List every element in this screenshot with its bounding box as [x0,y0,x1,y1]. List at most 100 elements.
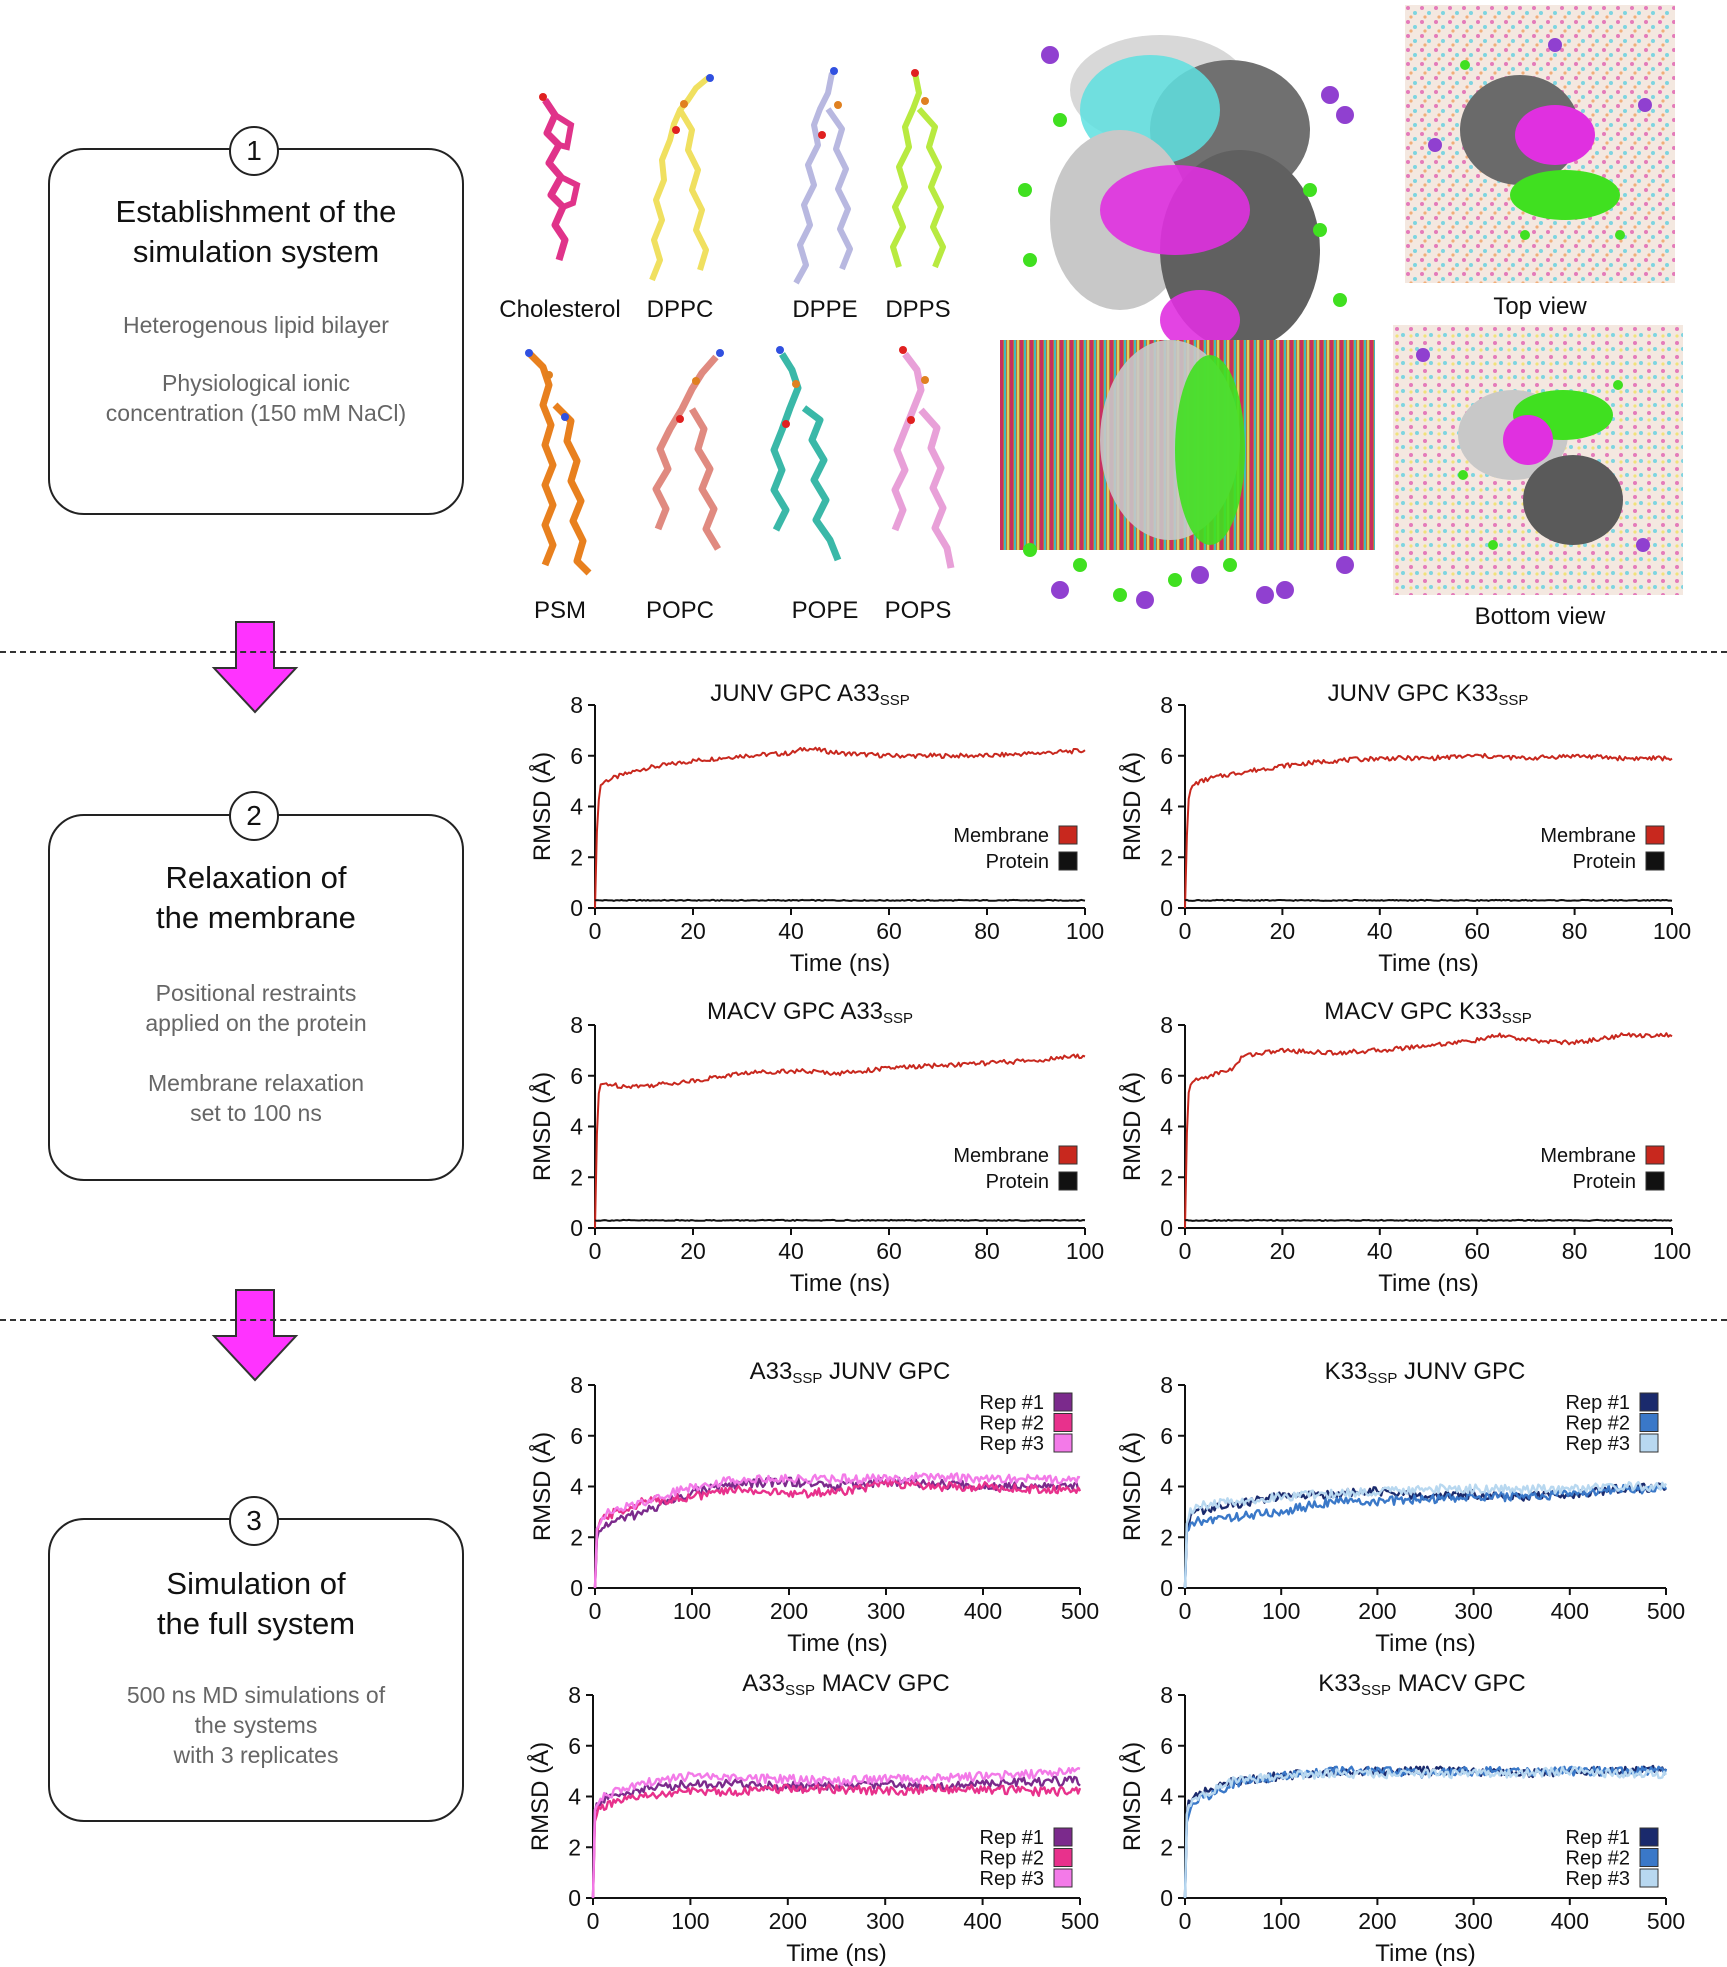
legend-swatch [1058,1171,1078,1191]
x-axis-label: Time (ns) [1378,950,1478,977]
x-axis-label: Time (ns) [790,950,890,977]
step-1-title-line2: simulation system [132,234,380,269]
step-1-desc-line1: Heterogenous lipid bilayer [123,312,389,338]
lipid-pops-structure [891,346,955,569]
step-2-box: Relaxation of the membrane Positional re… [48,814,464,1181]
step-3-title-line1: Simulation of [166,1566,346,1601]
x-tick-label: 200 [1358,1908,1396,1934]
legend-swatch [1053,1848,1073,1867]
x-tick-label: 80 [974,1238,1000,1264]
legend-swatch [1645,825,1665,845]
step-2-desc-line1: Positional restraints [155,980,357,1006]
y-tick-label: 2 [568,1834,581,1860]
legend-label: Rep #1 [980,1827,1045,1849]
series-line-membrane [594,746,1086,909]
x-tick-label: 40 [1367,918,1393,944]
chart-7-title: A33SSP MACV GPC [742,1670,950,1699]
chart-6-title: K33SSP JUNV GPC [1324,1358,1526,1387]
y-tick-label: 2 [570,1524,583,1550]
y-tick-label: 6 [1160,1733,1173,1759]
legend-swatch [1053,1392,1073,1412]
y-tick-label: 2 [570,1164,583,1190]
legend-label: Membrane [1540,825,1636,847]
lipid-psm-structure [525,349,592,576]
down-arrow-icon [211,1289,299,1382]
y-tick-label: 4 [568,1784,581,1810]
x-tick-label: 200 [1358,1598,1396,1624]
x-tick-label: 40 [1367,1238,1393,1264]
x-tick-label: 500 [1061,1908,1099,1934]
y-tick-label: 0 [1160,1885,1173,1911]
step-2-number-badge: 2 [229,791,279,841]
y-tick-label: 2 [1160,1164,1173,1190]
y-tick-label: 0 [1160,1575,1173,1601]
y-axis-label: RMSD (Å) [528,1072,556,1181]
x-tick-label: 60 [876,918,902,944]
series-line-rep-3 [1183,1765,1668,1899]
lipid-pope-structure [770,346,842,562]
chart-3-title: MACV GPC A33SSP [706,998,914,1027]
legend-label: Rep #1 [1566,1827,1631,1849]
x-tick-label: 20 [1270,1238,1296,1264]
x-tick-label: 20 [1270,918,1296,944]
legend-swatch [1639,1433,1659,1453]
step-2-desc-line4: set to 100 ns [190,1100,322,1126]
y-axis-label: RMSD (Å) [526,1742,554,1851]
series-line-rep-2 [1183,1483,1668,1589]
y-tick-label: 2 [570,844,583,870]
y-tick-label: 0 [1160,1215,1173,1241]
chart-5-title: A33SSP JUNV GPC [749,1358,951,1387]
step-3-number-badge: 3 [229,1496,279,1546]
x-tick-label: 300 [1454,1598,1492,1624]
y-tick-label: 8 [570,1372,583,1398]
legend-label: Protein [986,1171,1049,1193]
legend-label: Rep #3 [1566,1868,1631,1890]
legend-swatch [1645,1145,1665,1165]
x-tick-label: 20 [680,918,706,944]
y-tick-label: 6 [570,743,583,769]
x-tick-label: 0 [1179,1908,1192,1934]
x-axis-label: Time (ns) [786,1940,886,1967]
x-tick-label: 20 [680,1238,706,1264]
legend-swatch [1058,825,1078,845]
bottom-view-image [1393,325,1683,595]
y-tick-label: 0 [570,895,583,921]
legend-label: Rep #1 [1566,1392,1631,1414]
legend-swatch [1639,1392,1659,1412]
series-line-rep-3 [593,1471,1081,1589]
x-tick-label: 0 [1179,1238,1192,1264]
step-1-desc-line2: Physiological ionic [162,370,350,396]
legend-label: Protein [986,851,1049,873]
section-divider [0,651,1727,653]
x-tick-label: 0 [589,1238,602,1264]
y-tick-label: 8 [570,1012,583,1038]
series-line-rep-2 [593,1478,1082,1589]
top-view-label: Top view [1493,293,1587,320]
legend-label: Rep #2 [1566,1848,1631,1870]
legend-swatch [1639,1868,1659,1888]
y-tick-label: 2 [1160,1524,1173,1550]
legend-label: Rep #2 [980,1413,1045,1435]
y-tick-label: 6 [568,1733,581,1759]
x-tick-label: 500 [1061,1598,1099,1624]
series-line-protein [1184,898,1673,902]
x-tick-label: 80 [974,918,1000,944]
x-tick-label: 300 [867,1598,905,1624]
y-axis-label: RMSD (Å) [1118,1432,1146,1541]
y-tick-label: 8 [570,692,583,718]
series-line-membrane [1184,752,1673,909]
series-line-protein [594,898,1086,902]
y-tick-label: 4 [1160,1114,1173,1140]
step-2-title-line1: Relaxation of [165,860,347,895]
chart-1-title: JUNV GPC A33SSP [710,680,910,709]
x-tick-label: 100 [1262,1598,1300,1624]
x-tick-label: 100 [1066,1238,1104,1264]
x-tick-label: 0 [587,1908,600,1934]
step-3-desc-line1: 500 ns MD simulations of [126,1682,386,1708]
x-tick-label: 60 [876,1238,902,1264]
y-axis-label: RMSD (Å) [528,1432,556,1541]
x-tick-label: 400 [964,1598,1002,1624]
legend-swatch [1058,1145,1078,1165]
lipid-label-dppe: DPPE [792,296,858,323]
x-tick-label: 0 [1179,918,1192,944]
